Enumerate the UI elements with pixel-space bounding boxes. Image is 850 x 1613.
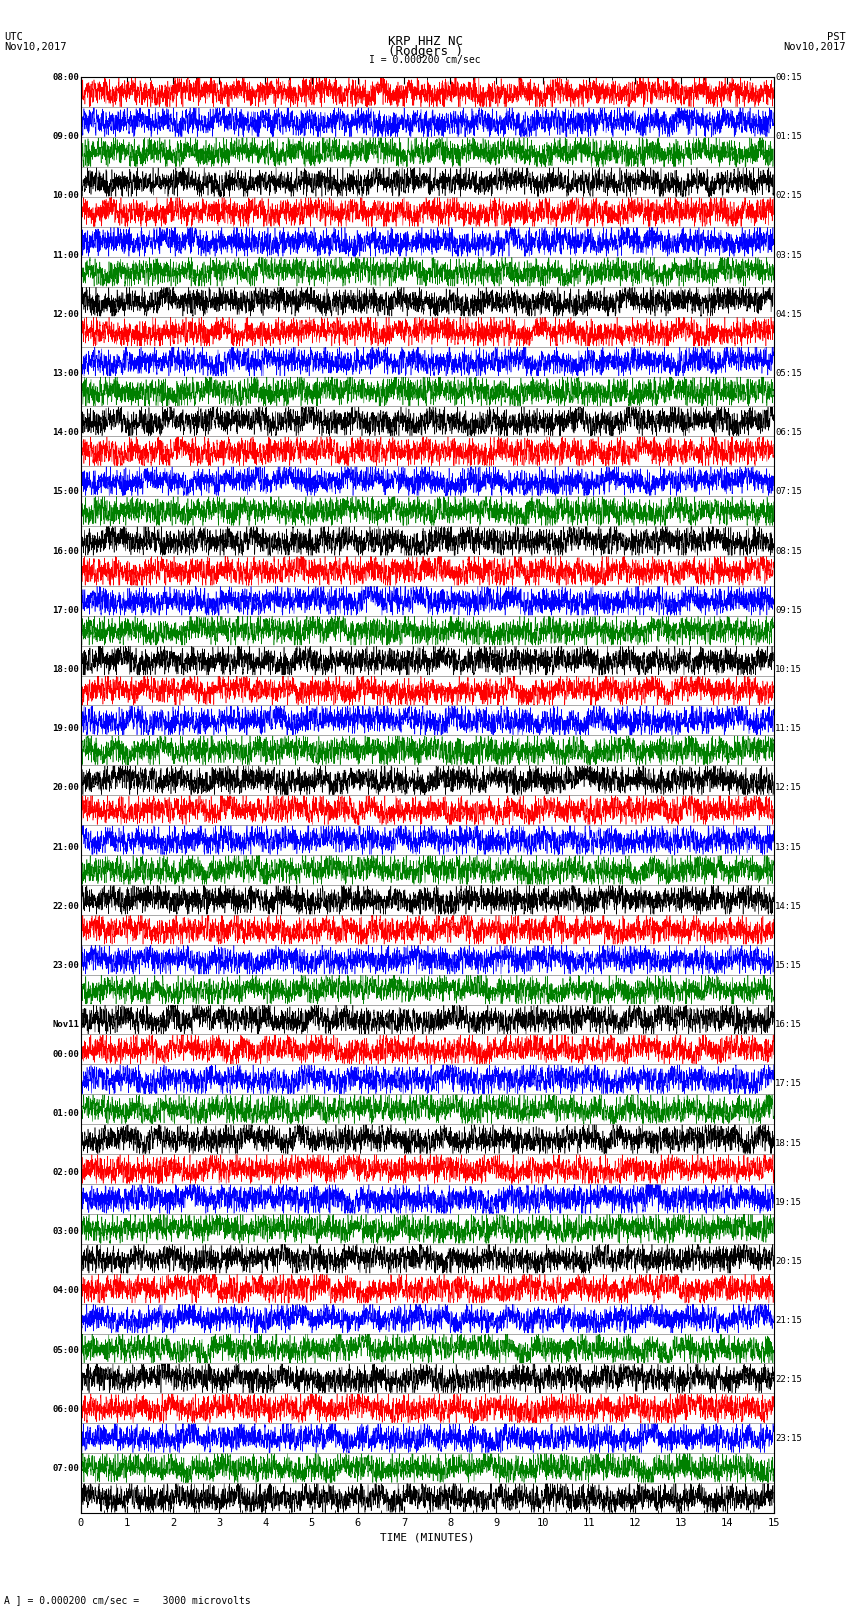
Text: 17:15: 17:15 [775,1079,802,1089]
Text: 05:00: 05:00 [53,1345,79,1355]
Text: 01:00: 01:00 [53,1108,79,1118]
Text: 21:00: 21:00 [53,842,79,852]
Text: 10:15: 10:15 [775,665,802,674]
Text: 11:00: 11:00 [53,250,79,260]
Text: 08:00: 08:00 [53,73,79,82]
Text: 23:00: 23:00 [53,961,79,969]
Text: (Rodgers ): (Rodgers ) [388,45,462,58]
Text: 18:15: 18:15 [775,1139,802,1147]
Text: 07:00: 07:00 [53,1465,79,1473]
Text: 22:00: 22:00 [53,902,79,911]
Text: 00:00: 00:00 [53,1050,79,1058]
Text: UTC: UTC [4,32,23,42]
Text: Nov11: Nov11 [53,1019,79,1029]
Text: KRP HHZ NC: KRP HHZ NC [388,35,462,48]
Text: 04:15: 04:15 [775,310,802,319]
Text: 20:00: 20:00 [53,784,79,792]
Text: 08:15: 08:15 [775,547,802,555]
Text: I = 0.000200 cm/sec: I = 0.000200 cm/sec [369,55,481,65]
Text: 05:15: 05:15 [775,369,802,377]
Text: 14:00: 14:00 [53,427,79,437]
Text: 12:00: 12:00 [53,310,79,319]
Text: 03:00: 03:00 [53,1227,79,1236]
Text: 19:15: 19:15 [775,1198,802,1207]
Text: 02:15: 02:15 [775,192,802,200]
Text: 21:15: 21:15 [775,1316,802,1326]
Text: PST: PST [827,32,846,42]
Text: 16:00: 16:00 [53,547,79,555]
Text: 22:15: 22:15 [775,1376,802,1384]
Text: 16:15: 16:15 [775,1019,802,1029]
Text: 04:00: 04:00 [53,1287,79,1295]
Text: 14:15: 14:15 [775,902,802,911]
Text: 06:15: 06:15 [775,427,802,437]
Text: Nov10,2017: Nov10,2017 [4,42,67,52]
Text: 03:15: 03:15 [775,250,802,260]
Text: 19:00: 19:00 [53,724,79,734]
Text: 02:00: 02:00 [53,1168,79,1177]
Text: 13:00: 13:00 [53,369,79,377]
Text: 01:15: 01:15 [775,132,802,140]
Text: 13:15: 13:15 [775,842,802,852]
Text: 06:00: 06:00 [53,1405,79,1415]
Text: 11:15: 11:15 [775,724,802,734]
Text: 20:15: 20:15 [775,1257,802,1266]
Text: Nov10,2017: Nov10,2017 [783,42,846,52]
Text: 17:00: 17:00 [53,606,79,615]
Text: 09:00: 09:00 [53,132,79,140]
Text: 18:00: 18:00 [53,665,79,674]
Text: 09:15: 09:15 [775,606,802,615]
Text: A ] = 0.000200 cm/sec =    3000 microvolts: A ] = 0.000200 cm/sec = 3000 microvolts [4,1595,251,1605]
Text: 00:15: 00:15 [775,73,802,82]
Text: 15:00: 15:00 [53,487,79,497]
X-axis label: TIME (MINUTES): TIME (MINUTES) [380,1532,474,1542]
Text: 07:15: 07:15 [775,487,802,497]
Text: 12:15: 12:15 [775,784,802,792]
Text: 10:00: 10:00 [53,192,79,200]
Text: 15:15: 15:15 [775,961,802,969]
Text: 23:15: 23:15 [775,1434,802,1444]
